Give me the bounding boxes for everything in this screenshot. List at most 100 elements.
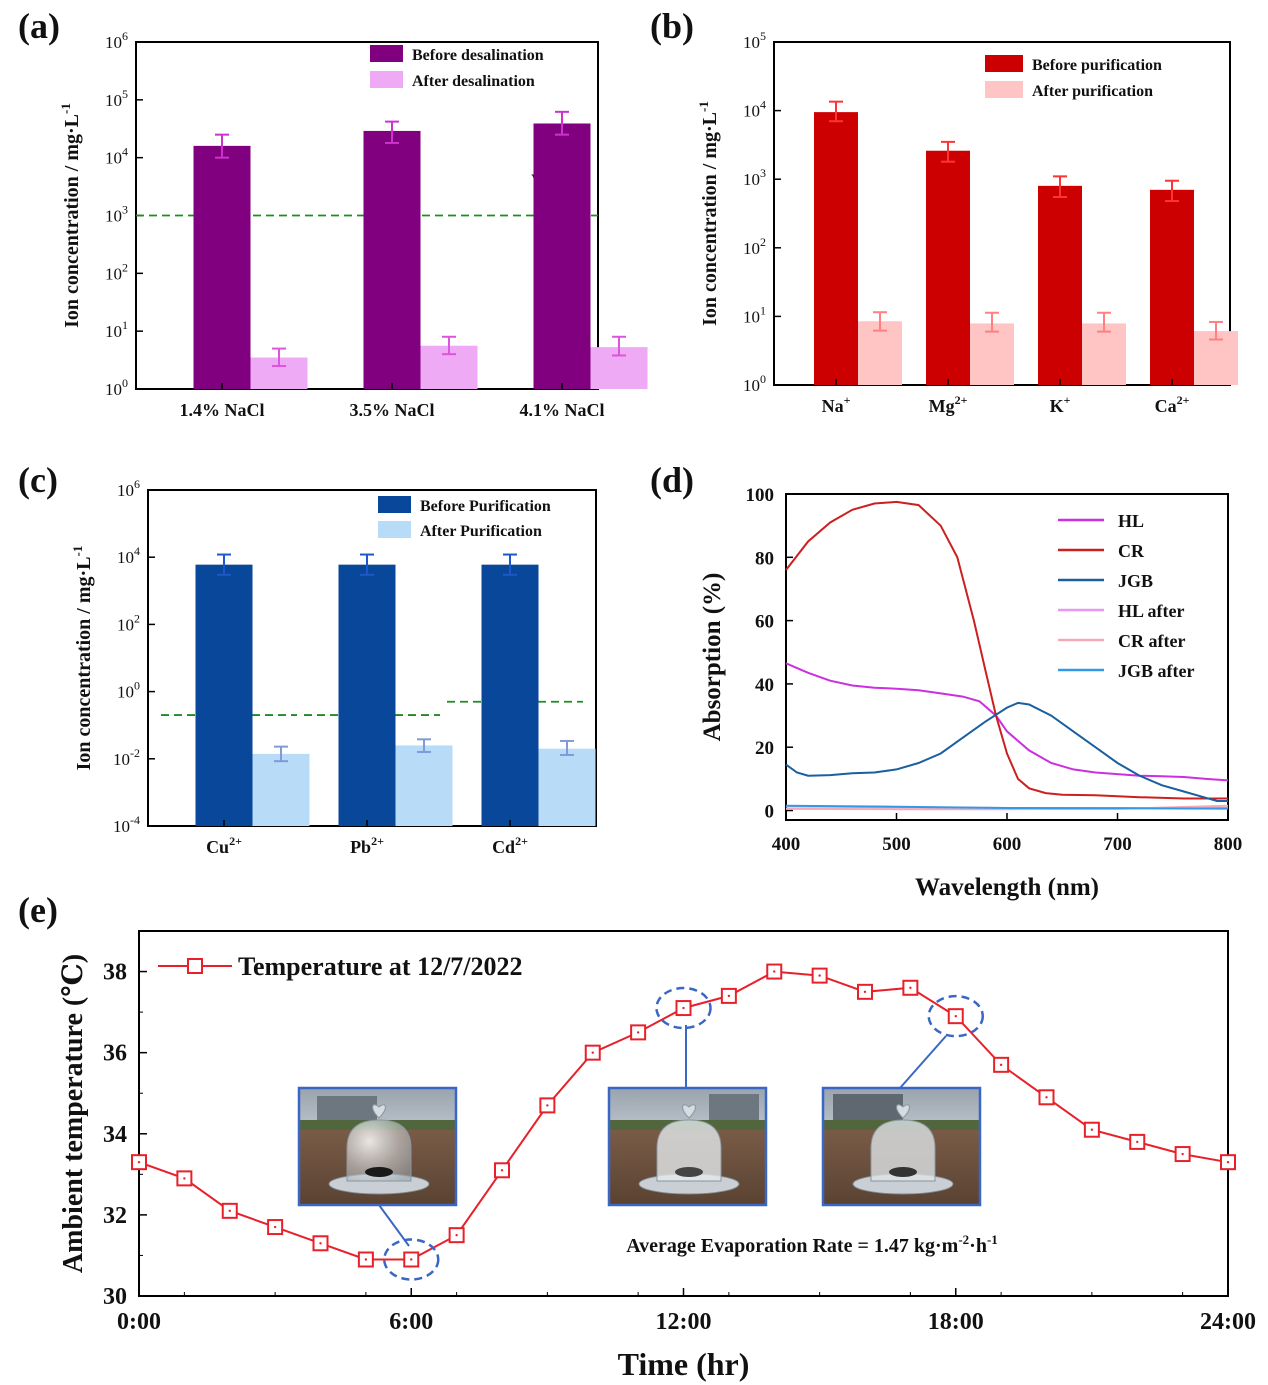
y-tick-base: 10 (117, 683, 134, 702)
series-line (785, 500, 1228, 800)
x-tick-label: 1.4% NaCl (180, 400, 265, 420)
plot-frame (785, 493, 1229, 821)
x-tick-label-text: K (1050, 396, 1064, 416)
photo-absorber (675, 1167, 703, 1177)
y-axis-title-text: Ion concentration / mg·L (73, 556, 95, 770)
y-tick-label: 100 (105, 376, 128, 399)
x-tick-label: 0:00 (117, 1309, 161, 1335)
photo-inset-12pm (607, 1086, 768, 1207)
legend-swatch (985, 81, 1023, 98)
y-tick-label: 101 (105, 318, 128, 341)
y-tick-label: 60 (755, 612, 774, 633)
x-tick-label-sup: + (844, 393, 851, 407)
series-line (785, 804, 1229, 810)
annotation-sup: -1 (987, 1232, 998, 1247)
legend-label: Before purification (1032, 57, 1162, 74)
y-axis-title: Ambient temperature (℃) (58, 954, 89, 1273)
temperature-marker-dot (1136, 1140, 1139, 1144)
y-tick-base: 10 (105, 33, 122, 52)
y-axis-title-text: Ion concentration / mg·L (61, 114, 83, 328)
temperature-marker-dot (863, 990, 867, 994)
y-tick-base: 10 (105, 149, 122, 168)
x-tick-label: Ca2+ (1155, 393, 1190, 416)
x-tick-label-text: Ca (1155, 396, 1177, 416)
y-tick-exponent: 2 (122, 260, 128, 274)
temperature-marker-dot (818, 974, 821, 977)
y-tick-base: 10 (113, 750, 130, 769)
x-tick-label-sup: 2+ (1177, 393, 1190, 407)
legend-label: After purification (1032, 83, 1153, 100)
legend-swatch (370, 45, 403, 62)
chart-d: 400 500 600 700 800 0 20 40 60 80 100 Wavelength (n… (699, 485, 1242, 901)
x-tick-label-text: 1.4% NaCl (180, 400, 265, 420)
y-tick-label: 80 (755, 548, 774, 569)
x-tick-label: 12:00 (656, 1309, 712, 1335)
temperature-marker-dot (1226, 1160, 1230, 1164)
annotation-sup: -2 (958, 1232, 969, 1247)
y-tick-label: 102 (117, 611, 140, 634)
temperature-marker-dot (909, 986, 912, 989)
bar (926, 150, 970, 385)
y-tick-exponent: 0 (134, 679, 140, 693)
legend-swatch (985, 55, 1023, 72)
x-tick-label-text: Na (822, 396, 844, 416)
x-tick-label-text: Pb (350, 837, 371, 857)
x-tick-label: 800 (1214, 834, 1243, 855)
bar (193, 145, 251, 389)
x-tick-label-text: Cd (492, 837, 515, 857)
x-tick-label-text: Mg (929, 396, 955, 416)
temperature-marker-dot (228, 1209, 231, 1213)
y-tick-exponent: 5 (760, 29, 766, 43)
x-tick-label-sup: 2+ (229, 834, 242, 848)
bar (1150, 189, 1194, 385)
bar (1082, 323, 1126, 385)
panel-label-d: (d) (650, 460, 694, 500)
temperature-marker-dot (455, 1233, 458, 1237)
y-tick-label: 0 (765, 802, 775, 823)
panel-label-b: (b) (650, 6, 694, 46)
y-tick-exponent: 4 (760, 98, 766, 112)
y-tick-label: 102 (105, 260, 128, 283)
series-line (785, 662, 1229, 782)
x-tick-label: 18:00 (928, 1309, 984, 1335)
legend-label: JGB after (1118, 661, 1194, 681)
legend-label: Temperature at 12/7/2022 (238, 952, 523, 981)
photo-heart-knob (372, 1104, 386, 1119)
y-tick-base: 10 (743, 102, 760, 121)
y-tick-base: 10 (743, 307, 760, 326)
photo-dome (656, 1119, 722, 1182)
y-tick-base: 10 (105, 380, 122, 399)
y-tick-label: 30 (103, 1284, 127, 1310)
x-tick-label-sup: 2+ (515, 834, 528, 848)
series-line (785, 701, 1228, 802)
photo-inset-6am (297, 1086, 458, 1207)
y-tick-label: 102 (743, 235, 766, 258)
legend-label: JGB (1118, 571, 1153, 591)
y-tick-label: 105 (743, 29, 766, 52)
y-tick-label: 32 (103, 1203, 127, 1229)
photo-dome (870, 1119, 936, 1182)
temperature-marker-dot (1090, 1128, 1094, 1131)
y-axis-title: Ion concentration / mg·L-1 (58, 103, 83, 328)
x-tick-label-text: 4.1% NaCl (520, 400, 605, 420)
y-tick-label: 100 (746, 485, 775, 506)
x-tick-label: Cd2+ (492, 834, 528, 857)
bar (1038, 185, 1082, 385)
y-axis-title: Ion concentration / mg·L-1 (70, 546, 95, 771)
bar (338, 564, 396, 826)
y-tick-base: 10 (105, 207, 122, 226)
bar (533, 123, 591, 389)
y-axis-title: Absorption (%) (699, 573, 726, 742)
y-tick-exponent: 3 (122, 203, 128, 217)
y-tick-base: 10 (743, 33, 760, 52)
temperature-marker-dot (1045, 1096, 1048, 1099)
legend-label: CR (1118, 541, 1145, 561)
photo-connector-6pm (899, 1035, 947, 1089)
annotation-text: Average Evaporation Rate = 1.47 kg·m (626, 1235, 958, 1257)
photo-absorber (365, 1167, 393, 1177)
temperature-marker-dot (773, 970, 776, 973)
x-tick-label: 500 (882, 834, 911, 855)
